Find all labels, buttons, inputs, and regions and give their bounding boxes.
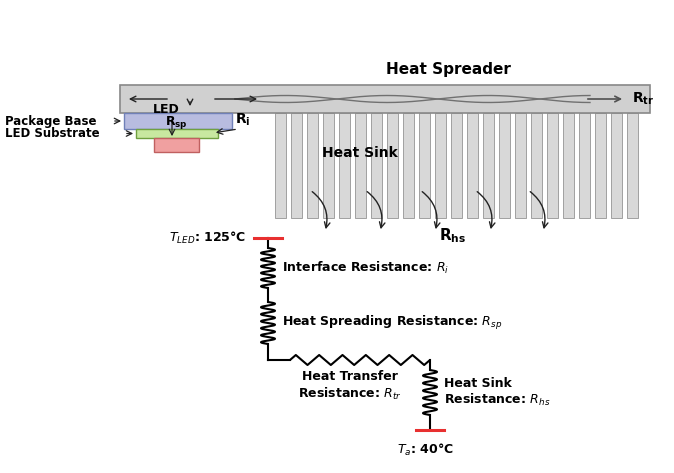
Bar: [579, 113, 590, 218]
Bar: [547, 113, 558, 218]
Bar: [563, 113, 574, 218]
Bar: [611, 113, 622, 218]
Bar: [435, 113, 446, 218]
Text: Interface Resistance: $R_i$: Interface Resistance: $R_i$: [282, 260, 449, 276]
Text: $\mathbf{R_{tr}}$: $\mathbf{R_{tr}}$: [632, 91, 654, 107]
Bar: [136, 129, 218, 138]
Bar: [531, 113, 542, 218]
Text: $T_a$: 40°C: $T_a$: 40°C: [396, 442, 454, 458]
Bar: [451, 113, 462, 218]
Bar: [515, 113, 526, 218]
Bar: [124, 113, 232, 129]
Text: $\mathbf{R_{sp}}$: $\mathbf{R_{sp}}$: [164, 114, 187, 131]
Bar: [467, 113, 478, 218]
Bar: [403, 113, 414, 218]
Bar: [627, 113, 638, 218]
Bar: [419, 113, 430, 218]
Text: $\mathbf{R_i}$: $\mathbf{R_i}$: [235, 112, 251, 128]
Text: Heat Spreading Resistance: $R_{sp}$: Heat Spreading Resistance: $R_{sp}$: [282, 314, 502, 332]
Text: $T_{LED}$: 125°C: $T_{LED}$: 125°C: [168, 230, 246, 246]
Text: Package Base: Package Base: [5, 114, 96, 128]
Bar: [291, 113, 302, 218]
Text: LED Substrate: LED Substrate: [5, 127, 100, 140]
Bar: [499, 113, 510, 218]
Bar: [483, 113, 494, 218]
Bar: [371, 113, 382, 218]
Bar: [154, 138, 199, 152]
Text: Heat Sink
Resistance: $R_{hs}$: Heat Sink Resistance: $R_{hs}$: [444, 377, 551, 408]
Bar: [120, 85, 650, 113]
Text: Heat Transfer
Resistance: $R_{tr}$: Heat Transfer Resistance: $R_{tr}$: [298, 370, 402, 402]
Bar: [323, 113, 334, 218]
Text: $\mathbf{R_{hs}}$: $\mathbf{R_{hs}}$: [439, 226, 466, 245]
Bar: [595, 113, 606, 218]
Bar: [339, 113, 350, 218]
Bar: [355, 113, 366, 218]
Bar: [275, 113, 286, 218]
Text: Heat Sink: Heat Sink: [322, 146, 398, 160]
Bar: [387, 113, 398, 218]
Bar: [307, 113, 318, 218]
Text: LED: LED: [153, 103, 180, 116]
Text: Heat Spreader: Heat Spreader: [386, 62, 511, 77]
